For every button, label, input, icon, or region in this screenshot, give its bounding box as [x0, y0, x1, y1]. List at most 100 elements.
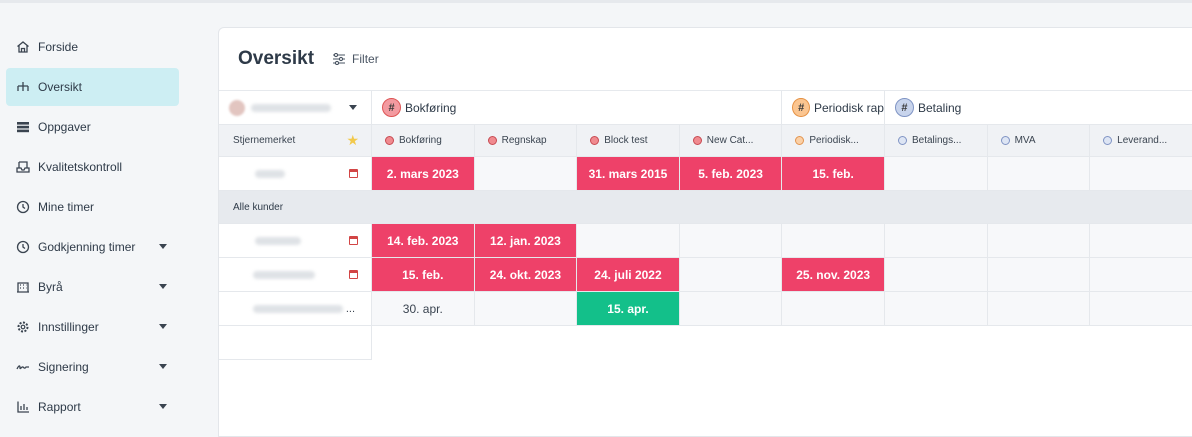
sidebar-item-label: Godkjenning timer: [38, 240, 136, 254]
table-row: 2. mars 2023 31. mars 2015 5. feb. 2023 …: [219, 157, 1192, 191]
building-icon: [15, 279, 31, 295]
sidebar-item-kvalitetskontroll[interactable]: Kvalitetskontroll: [6, 148, 179, 186]
category-dot: [1000, 136, 1010, 145]
filter-label: Filter: [352, 52, 379, 66]
home-icon: [15, 39, 31, 55]
table-row: ... 30. apr. 15. apr.: [219, 292, 1192, 326]
sidebar-item-label: Signering: [38, 360, 89, 374]
date-cell[interactable]: [987, 292, 1091, 326]
sidebar-item-label: Kvalitetskontroll: [38, 160, 123, 174]
customer-name-cell[interactable]: [219, 258, 372, 292]
sidebar-item-oversikt[interactable]: Oversikt: [6, 68, 179, 106]
date-cell[interactable]: [987, 224, 1091, 258]
sliders-icon: [333, 53, 346, 65]
date-cell[interactable]: 2. mars 2023: [372, 157, 475, 191]
date-cell[interactable]: [884, 157, 988, 191]
hash-icon: #: [792, 98, 810, 117]
empty-cell: [219, 326, 372, 360]
date-cell[interactable]: [782, 224, 885, 258]
blurred-customer-name: [253, 270, 315, 279]
chevron-down-icon: [349, 105, 357, 110]
chevron-down-icon: [159, 324, 167, 329]
sidebar-item-label: Innstillinger: [38, 320, 99, 334]
date-cell[interactable]: [884, 224, 988, 258]
top-strip: [0, 0, 1192, 3]
column-header-mva[interactable]: MVA: [987, 125, 1091, 157]
category-dot: [385, 136, 394, 145]
category-dot: [487, 136, 497, 145]
date-cell[interactable]: [1090, 258, 1192, 292]
empty-row: [219, 326, 372, 360]
sidebar-item-forside[interactable]: Forside: [6, 28, 179, 66]
date-cell[interactable]: [1090, 224, 1192, 258]
calendar-icon[interactable]: [349, 269, 358, 279]
sidebar-item-innstillinger[interactable]: Innstillinger: [6, 308, 179, 346]
sidebar-item-label: Byrå: [38, 280, 63, 294]
blurred-customer-name: [255, 169, 285, 178]
date-cell[interactable]: 25. nov. 2023: [782, 258, 885, 292]
group-betaling[interactable]: # Betaling: [884, 91, 1192, 125]
date-cell[interactable]: [577, 224, 680, 258]
date-cell[interactable]: 24. okt. 2023: [474, 258, 578, 292]
date-cell[interactable]: 15. apr.: [577, 292, 680, 326]
column-header-periodisk[interactable]: Periodisk...: [782, 125, 885, 157]
blurred-user-name: [251, 103, 331, 112]
sidebar-item-rapport[interactable]: Rapport: [6, 388, 179, 426]
column-header-bokforing[interactable]: Bokføring: [372, 125, 475, 157]
date-cell[interactable]: 5. feb. 2023: [679, 157, 783, 191]
column-header-new-cat[interactable]: New Cat...: [679, 125, 783, 157]
date-cell[interactable]: [679, 292, 783, 326]
date-cell[interactable]: [679, 224, 783, 258]
calendar-icon[interactable]: [349, 168, 358, 178]
blurred-customer-name: [253, 304, 343, 313]
table-row: 14. feb. 2023 12. jan. 2023: [219, 224, 1192, 258]
customer-name-cell[interactable]: ...: [219, 292, 372, 326]
gear-icon: [15, 319, 31, 335]
date-cell[interactable]: [987, 258, 1091, 292]
date-cell[interactable]: 15. feb.: [782, 157, 885, 191]
signature-icon: [15, 359, 31, 375]
sidebar-item-label: Forside: [38, 40, 79, 54]
star-icon[interactable]: ★: [346, 132, 359, 148]
column-header-regnskap[interactable]: Regnskap: [474, 125, 578, 157]
page-title: Oversikt: [238, 48, 315, 69]
column-header-block-test[interactable]: Block test: [577, 125, 680, 157]
customer-name-cell[interactable]: [219, 224, 372, 258]
date-cell[interactable]: [474, 157, 578, 191]
date-cell[interactable]: 31. mars 2015: [577, 157, 680, 191]
date-cell[interactable]: [474, 292, 578, 326]
date-cell[interactable]: [884, 258, 988, 292]
date-cell[interactable]: 30. apr.: [372, 292, 475, 326]
date-cell[interactable]: [782, 292, 885, 326]
sidebar-item-godkjenning-timer[interactable]: Godkjenning timer: [6, 228, 179, 266]
date-cell[interactable]: [1090, 292, 1192, 326]
group-periodisk[interactable]: # Periodisk rap: [782, 91, 885, 125]
sidebar-item-label: Oversikt: [38, 80, 83, 94]
column-header-leverand[interactable]: Leverand...: [1090, 125, 1192, 157]
main-panel: Oversikt Filter # Bokføring # Periodisk …: [218, 27, 1192, 437]
filter-button[interactable]: Filter: [332, 52, 379, 66]
customer-name-cell[interactable]: [219, 157, 372, 191]
column-header-betalings[interactable]: Betalings...: [884, 125, 988, 157]
user-select[interactable]: [219, 91, 372, 125]
group-bokforing[interactable]: # Bokføring: [372, 91, 783, 125]
date-cell[interactable]: [1090, 157, 1192, 191]
date-cell[interactable]: 14. feb. 2023: [372, 224, 475, 258]
sidebar-item-mine-timer[interactable]: Mine timer: [6, 188, 179, 226]
table-row: 15. feb. 24. okt. 2023 24. juli 2022 25.…: [219, 258, 1192, 292]
date-cell[interactable]: 15. feb.: [372, 258, 475, 292]
date-cell[interactable]: 24. juli 2022: [577, 258, 680, 292]
date-cell[interactable]: [884, 292, 988, 326]
sidebar-item-signering[interactable]: Signering: [6, 348, 179, 386]
category-dot: [795, 136, 805, 145]
calendar-icon[interactable]: [349, 235, 358, 245]
sidebar-item-byra[interactable]: Byrå: [6, 268, 179, 306]
clock-check-icon: [15, 239, 31, 255]
date-cell[interactable]: 12. jan. 2023: [474, 224, 578, 258]
date-cell[interactable]: [987, 157, 1091, 191]
date-cell[interactable]: [679, 258, 783, 292]
category-dot: [897, 136, 907, 145]
truncation-ellipsis: ...: [345, 302, 355, 315]
sidebar-item-oppgaver[interactable]: Oppgaver: [6, 108, 179, 146]
page-header: Oversikt Filter: [219, 28, 1192, 91]
